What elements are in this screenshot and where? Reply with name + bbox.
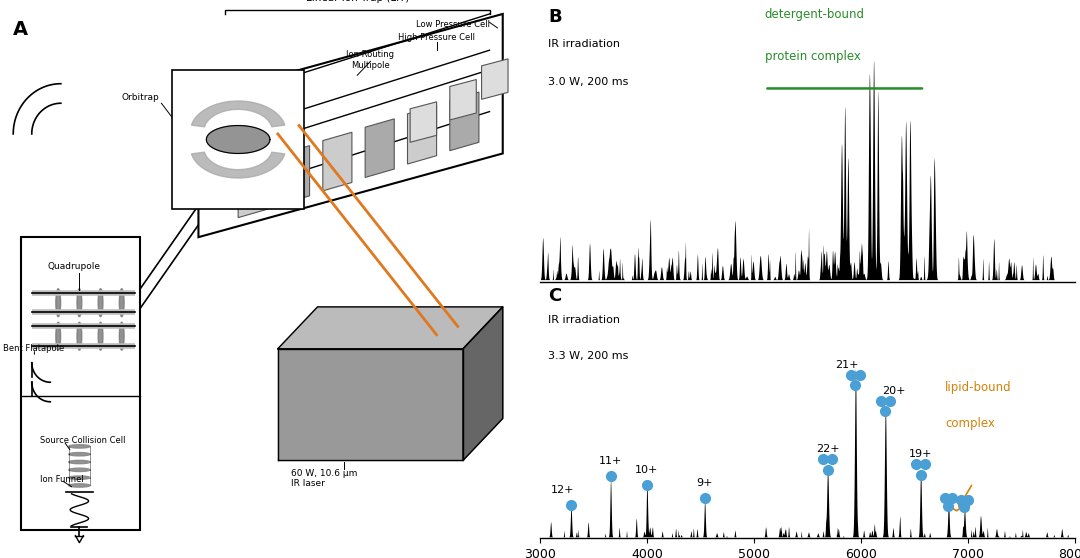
Text: Orbitrap: Orbitrap <box>121 93 159 102</box>
Ellipse shape <box>98 322 103 350</box>
Text: C: C <box>548 287 562 305</box>
Text: detergent-bound: detergent-bound <box>765 8 864 21</box>
Polygon shape <box>278 307 503 349</box>
Text: Source Collision Cell: Source Collision Cell <box>40 436 125 445</box>
Polygon shape <box>410 102 436 142</box>
Ellipse shape <box>69 445 90 448</box>
Text: 11+: 11+ <box>599 456 622 466</box>
Text: 19+: 19+ <box>909 449 932 459</box>
Text: Bent Flatapole: Bent Flatapole <box>2 344 64 353</box>
Ellipse shape <box>69 460 90 464</box>
Ellipse shape <box>119 322 124 350</box>
Text: 20+: 20+ <box>882 386 906 396</box>
Ellipse shape <box>69 476 90 479</box>
Text: 22+: 22+ <box>815 444 839 454</box>
Polygon shape <box>172 70 305 209</box>
Polygon shape <box>463 307 503 460</box>
Polygon shape <box>191 152 285 178</box>
Ellipse shape <box>119 289 124 316</box>
Text: B: B <box>548 8 562 26</box>
Text: lipid-bound: lipid-bound <box>945 381 1012 394</box>
Text: 12+: 12+ <box>551 485 575 495</box>
Text: 10+: 10+ <box>635 465 659 474</box>
Text: 3.3 W, 200 ms: 3.3 W, 200 ms <box>548 350 629 360</box>
Polygon shape <box>278 349 463 460</box>
Text: Low Pressure Cell: Low Pressure Cell <box>416 20 489 28</box>
Text: Ion Routing
Multipole: Ion Routing Multipole <box>347 50 394 70</box>
Text: 60 W, 10.6 μm
IR laser: 60 W, 10.6 μm IR laser <box>292 469 357 488</box>
Text: 3.0 W, 200 ms: 3.0 W, 200 ms <box>548 78 629 88</box>
Polygon shape <box>281 146 310 204</box>
Ellipse shape <box>98 289 103 316</box>
Text: complex: complex <box>945 417 995 430</box>
Polygon shape <box>365 119 394 177</box>
Polygon shape <box>199 14 503 237</box>
Ellipse shape <box>69 453 90 456</box>
Text: Quadrupole: Quadrupole <box>48 262 100 271</box>
Ellipse shape <box>69 484 90 487</box>
Text: Ion Funnel: Ion Funnel <box>40 475 83 484</box>
Polygon shape <box>323 132 352 191</box>
Polygon shape <box>239 159 267 218</box>
Ellipse shape <box>77 322 82 350</box>
Text: IR irradiation: IR irradiation <box>548 39 620 49</box>
Ellipse shape <box>56 289 60 316</box>
Polygon shape <box>482 59 508 99</box>
Text: 9+: 9+ <box>697 478 713 488</box>
Polygon shape <box>206 126 270 153</box>
Ellipse shape <box>56 322 60 350</box>
Text: Linear Ion Trap (LIT): Linear Ion Trap (LIT) <box>306 0 409 3</box>
Text: A: A <box>13 20 28 39</box>
Bar <box>22 237 140 530</box>
Polygon shape <box>407 105 436 164</box>
Polygon shape <box>450 92 478 151</box>
Ellipse shape <box>69 468 90 472</box>
Text: High Pressure Cell: High Pressure Cell <box>399 33 475 42</box>
Text: protein complex: protein complex <box>765 50 861 62</box>
Ellipse shape <box>77 289 82 316</box>
Text: IR irradiation: IR irradiation <box>548 315 620 325</box>
Polygon shape <box>191 101 285 127</box>
Polygon shape <box>450 79 476 120</box>
Text: 21+: 21+ <box>835 360 859 371</box>
